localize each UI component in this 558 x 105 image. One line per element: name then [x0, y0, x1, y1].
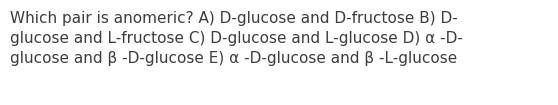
- Text: Which pair is anomeric? A) D-glucose and D-fructose B) D-
glucose and L-fructose: Which pair is anomeric? A) D-glucose and…: [10, 10, 463, 66]
